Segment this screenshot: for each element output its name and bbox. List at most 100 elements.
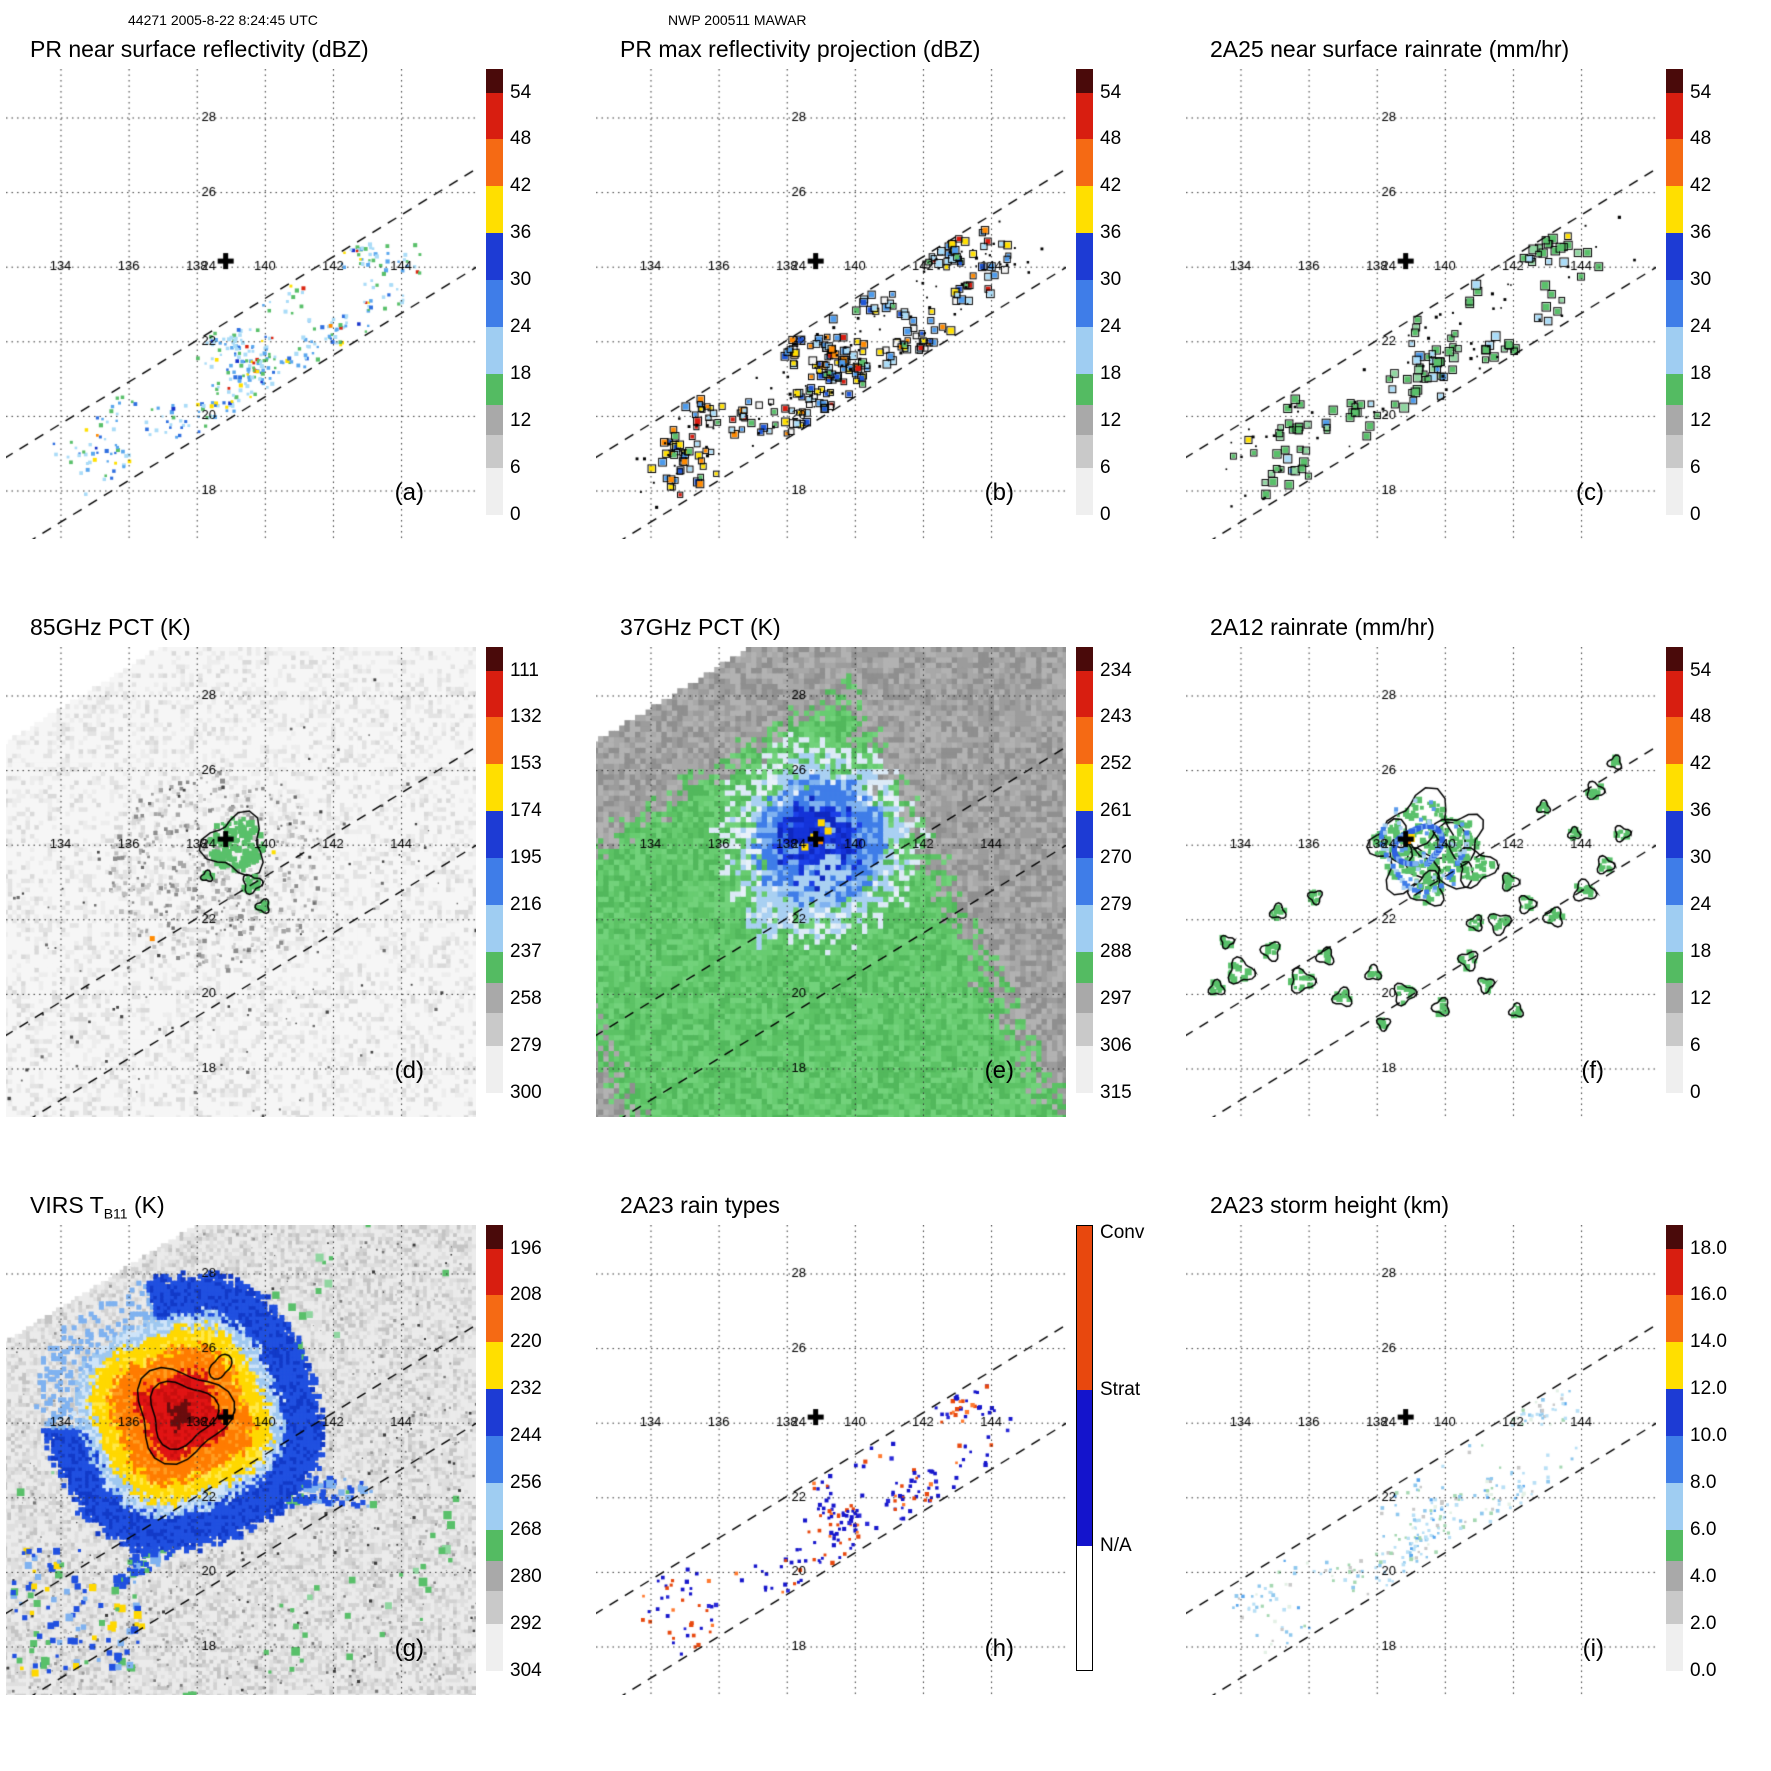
colorbar-segment bbox=[1077, 1545, 1092, 1670]
panel-4: 37GHz PCT (K) (e) 234 243 252 261 270 279 288 2… bbox=[590, 610, 1180, 1188]
colorbar-segment bbox=[1666, 1012, 1683, 1047]
colorbar-tick-label: 18 bbox=[1100, 363, 1122, 385]
panel-letter: (i) bbox=[1582, 1635, 1604, 1662]
colorbar-segment bbox=[1666, 1624, 1683, 1671]
panel-title: 2A25 near surface rainrate (mm/hr) bbox=[1210, 36, 1771, 64]
colorbar-tick-label: 258 bbox=[510, 987, 542, 1009]
colorbar-segment bbox=[486, 1342, 503, 1390]
map-canvas bbox=[6, 647, 476, 1117]
colorbar-strip bbox=[1666, 1225, 1683, 1671]
panel-title: 37GHz PCT (K) bbox=[620, 614, 1180, 642]
panel-5: 2A12 rainrate (mm/hr) (f) 54 48 42 36 30 24 18… bbox=[1180, 610, 1771, 1188]
colorbar-tick-label: 232 bbox=[510, 1378, 542, 1400]
panel-title: 2A23 rain types bbox=[620, 1192, 1180, 1220]
panel-title-text: 2A25 near surface rainrate (mm/hr) bbox=[1210, 36, 1570, 62]
panel-grid: PR near surface reflectivity (dBZ) (a) 5… bbox=[0, 32, 1771, 1766]
colorbar-tick-label: 48 bbox=[1690, 706, 1712, 728]
colorbar: 234 243 252 261 270 279 288 297 306 315 bbox=[1076, 647, 1150, 1103]
colorbar-strip bbox=[486, 647, 503, 1093]
colorbar-labels: 54 48 42 36 30 24 18 12 6 0 bbox=[1100, 69, 1150, 525]
colorbar-strip bbox=[1076, 647, 1093, 1093]
colorbar-tick-label: 256 bbox=[510, 1472, 542, 1494]
colorbar-labels: 54 48 42 36 30 24 18 12 6 0 bbox=[510, 69, 560, 525]
colorbar-segment bbox=[486, 1248, 503, 1296]
colorbar-tick-label: 0 bbox=[1690, 504, 1701, 525]
panel-7: 2A23 rain types (h) Conv Strat N/A bbox=[590, 1188, 1180, 1766]
colorbar-segment bbox=[486, 647, 503, 671]
colorbar-tick-label: 54 bbox=[1100, 81, 1122, 103]
colorbar-segment bbox=[486, 374, 503, 406]
colorbar-tick-label: 6 bbox=[510, 457, 521, 479]
map-area: (e) bbox=[596, 647, 1066, 1117]
colorbar-segment bbox=[486, 186, 503, 234]
colorbar-tick-label: 36 bbox=[1100, 222, 1122, 244]
colorbar-segment bbox=[1666, 468, 1683, 515]
storm-id: NWP 200511 MAWAR bbox=[668, 12, 807, 28]
colorbar-tick-label: 36 bbox=[510, 222, 532, 244]
colorbar-tick-label: 195 bbox=[510, 847, 542, 869]
colorbar-tick-label: 261 bbox=[1100, 800, 1132, 822]
panel-6: VIRS TB11 (K) (g) 196 208 220 232 244 256 268 2… bbox=[0, 1188, 590, 1766]
colorbar-segment bbox=[1666, 186, 1683, 234]
colorbar-tick-label: 243 bbox=[1100, 706, 1132, 728]
colorbar-segment bbox=[1666, 764, 1683, 812]
colorbar-tick-label: 237 bbox=[510, 941, 542, 963]
panel-3: 85GHz PCT (K) (d) 111 132 153 174 195 216 237 2… bbox=[0, 610, 590, 1188]
colorbar-strip bbox=[1076, 1225, 1093, 1671]
map-canvas bbox=[1186, 69, 1656, 539]
map-area: (i) bbox=[1186, 1225, 1656, 1695]
colorbar-segment bbox=[1666, 811, 1683, 859]
panel-body: (e) 234 243 252 261 270 279 288 297 306 315 bbox=[596, 647, 1180, 1117]
panel-0: PR near surface reflectivity (dBZ) (a) 5… bbox=[0, 32, 590, 610]
panel-body: (d) 111 132 153 174 195 216 237 258 279 300 bbox=[6, 647, 590, 1117]
colorbar-tick-label: 12 bbox=[1690, 409, 1712, 431]
colorbar-segment bbox=[1666, 233, 1683, 281]
colorbar-tick-label: 268 bbox=[510, 1519, 542, 1541]
colorbar-tick-label: 12 bbox=[510, 409, 532, 431]
panel-title: VIRS TB11 (K) bbox=[30, 1192, 590, 1222]
colorbar-segment bbox=[486, 1012, 503, 1047]
colorbar-segment bbox=[1666, 1248, 1683, 1296]
colorbar-tick-label: 30 bbox=[1690, 847, 1712, 869]
colorbar-labels: 54 48 42 36 30 24 18 12 6 0 bbox=[1690, 69, 1740, 525]
colorbar-segment bbox=[1076, 405, 1093, 435]
colorbar-segment bbox=[1076, 858, 1093, 906]
panel-title: PR max reflectivity projection (dBZ) bbox=[620, 36, 1180, 64]
colorbar-segment bbox=[1666, 1483, 1683, 1531]
colorbar-tick-label: 30 bbox=[510, 269, 532, 291]
colorbar-segment bbox=[1666, 139, 1683, 187]
panel-title-text: PR near surface reflectivity (dBZ) bbox=[30, 36, 369, 62]
colorbar-tick-label: 54 bbox=[1690, 81, 1712, 103]
colorbar-segment bbox=[486, 983, 503, 1013]
colorbar-tick-label: 4.0 bbox=[1690, 1565, 1717, 1587]
colorbar-tick-label: 14.0 bbox=[1690, 1331, 1727, 1353]
panel-body: (h) Conv Strat N/A bbox=[596, 1222, 1180, 1695]
panel-title-text: 37GHz PCT (K) bbox=[620, 614, 781, 640]
colorbar-tick-label: 252 bbox=[1100, 753, 1132, 775]
colorbar: 111 132 153 174 195 216 237 258 279 300 bbox=[486, 647, 560, 1103]
colorbar-tick-label: 18.0 bbox=[1690, 1237, 1727, 1259]
colorbar-tick-label: 216 bbox=[510, 894, 542, 916]
panel-letter: (c) bbox=[1576, 479, 1604, 506]
colorbar-segment bbox=[1666, 1590, 1683, 1625]
panel-title-text: 85GHz PCT (K) bbox=[30, 614, 191, 640]
colorbar-tick-label: 279 bbox=[1100, 894, 1132, 916]
colorbar-segment bbox=[1666, 905, 1683, 953]
colorbar-segment bbox=[486, 92, 503, 140]
panel-letter: (g) bbox=[394, 1635, 424, 1662]
colorbar-tick-label: 111 bbox=[510, 659, 539, 681]
colorbar-labels: Conv Strat N/A bbox=[1100, 1222, 1150, 1671]
colorbar-segment bbox=[1076, 468, 1093, 515]
colorbar-tick-label: 8.0 bbox=[1690, 1472, 1717, 1494]
panel-body: (f) 54 48 42 36 30 24 18 12 6 0 bbox=[1186, 647, 1771, 1117]
colorbar-segment bbox=[1666, 405, 1683, 435]
colorbar-segment bbox=[486, 1483, 503, 1531]
colorbar-segment bbox=[1076, 1012, 1093, 1047]
colorbar-segment bbox=[1666, 1295, 1683, 1343]
colorbar-tick-label: 24 bbox=[1100, 316, 1122, 338]
colorbar-segment bbox=[486, 764, 503, 812]
map-canvas bbox=[596, 647, 1066, 1117]
colorbar-labels: 196 208 220 232 244 256 268 280 292 304 bbox=[510, 1225, 560, 1681]
panel-title-units: (K) bbox=[127, 1192, 165, 1218]
colorbar-tick-label: 18 bbox=[1690, 363, 1712, 385]
